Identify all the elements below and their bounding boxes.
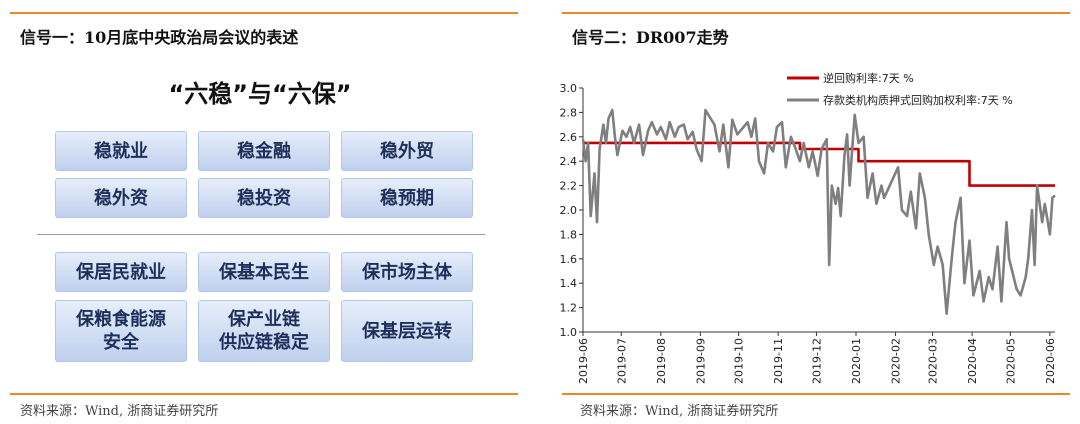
right-source-note: 资料来源：Wind, 浙商证券研究所 [580, 404, 779, 419]
stability-box: 稳外贸 [341, 131, 473, 171]
y-tick-label: 2.6 [560, 131, 578, 144]
legend-label: 存款类机构质押式回购加权利率:7天 % [823, 93, 1013, 107]
x-tick-label: 2020-06 [1044, 338, 1057, 384]
x-tick-label: 2020-02 [890, 338, 903, 384]
left-top-rule [10, 12, 518, 14]
right-panel-title: 信号二：DR007走势 [572, 28, 729, 47]
x-tick-label: 2019-06 [577, 338, 590, 384]
x-tick-label: 2019-10 [733, 338, 746, 384]
y-tick-label: 1.0 [560, 326, 578, 339]
y-tick-label: 2.4 [560, 155, 578, 168]
left-panel-title: 信号一：10月底中央政治局会议的表述 [20, 28, 299, 47]
y-tick-label: 3.0 [560, 82, 578, 95]
dr007-series-line [581, 108, 1056, 315]
six-heading: “六稳”与“六保” [168, 80, 352, 108]
x-tick-label: 2019-12 [810, 338, 823, 384]
x-tick-label: 2020-01 [850, 338, 863, 384]
legend-label: 逆回购利率:7天 % [823, 71, 914, 85]
left-source-note: 资料来源：Wind, 浙商证券研究所 [20, 404, 219, 419]
y-tick-label: 2.8 [560, 106, 578, 119]
reverse-repo-series-line [583, 141, 1055, 187]
y-tick-label: 1.2 [560, 302, 578, 315]
stability-box: 稳预期 [341, 178, 473, 218]
guarantee-box: 保基本民生 [198, 252, 330, 292]
right-top-rule [562, 12, 1070, 14]
x-tick-label: 2019-07 [615, 338, 628, 384]
stability-box: 稳外资 [55, 178, 187, 218]
stability-box: 稳就业 [55, 131, 187, 171]
stability-box: 稳投资 [198, 178, 330, 218]
y-tick-label: 1.8 [560, 228, 578, 241]
x-tick-label: 2019-08 [655, 338, 668, 384]
y-tick-label: 2.2 [560, 180, 578, 193]
section-divider [37, 234, 485, 235]
x-tick-label: 2020-04 [966, 338, 979, 384]
left-bottom-rule [10, 393, 518, 395]
y-tick-label: 2.0 [560, 204, 578, 217]
dr007-line-chart: 1.0 1.2 1.4 1.6 1.8 2.0 2.2 2.4 2.6 2.8 3.0 2019-06… [560, 71, 1057, 384]
x-tick-label: 2020-03 [927, 338, 940, 384]
stability-box: 稳金融 [198, 131, 330, 171]
x-tick-label: 2020-05 [1004, 338, 1017, 384]
y-tick-label: 1.4 [560, 277, 578, 290]
guarantee-box: 保居民就业 [55, 252, 187, 292]
guarantee-box: 保粮食能源 安全 [55, 300, 187, 362]
guarantee-box: 保基层运转 [341, 300, 473, 362]
right-bottom-rule [562, 393, 1070, 395]
y-tick-label: 1.6 [560, 253, 578, 266]
guarantee-box: 保产业链 供应链稳定 [198, 300, 330, 362]
x-tick-label: 2019-09 [694, 338, 707, 384]
guarantee-box: 保市场主体 [341, 252, 473, 292]
x-tick-label: 2019-11 [772, 338, 785, 384]
